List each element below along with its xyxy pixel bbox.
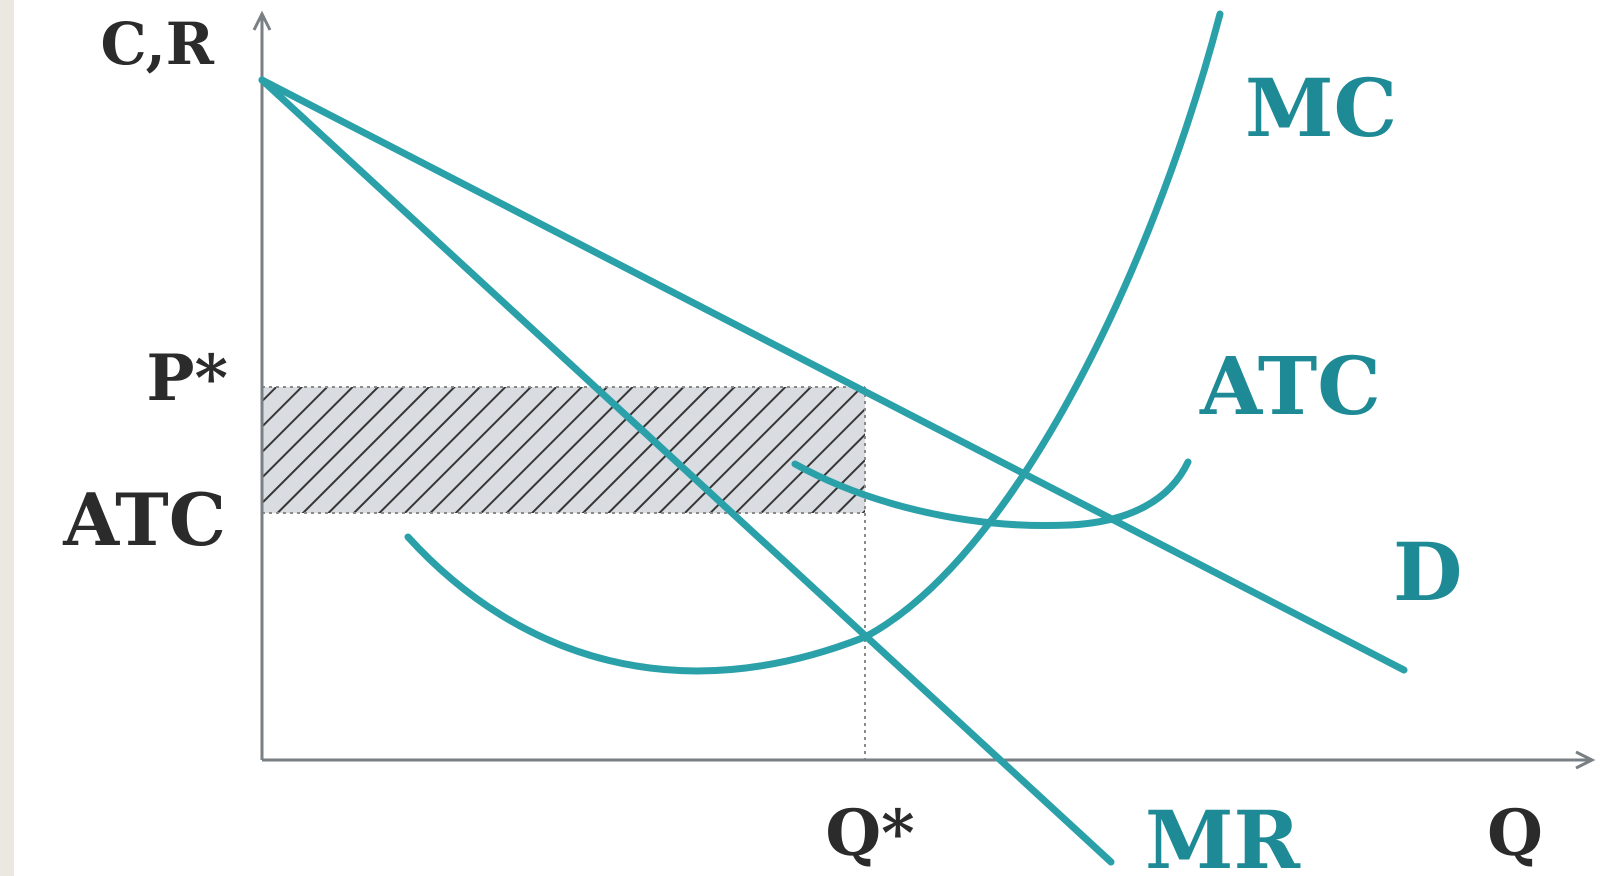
x-axis-label: Q (1487, 796, 1543, 871)
atc-curve (791, 458, 1192, 530)
atc-curve-label: ATC (1199, 339, 1381, 433)
quantity-tick-label: Q* (825, 796, 914, 871)
mc-curve (404, 10, 1224, 675)
profit-area (262, 387, 865, 513)
demand-curve-label: D (1393, 525, 1462, 619)
y-axis-arrow (252, 10, 272, 31)
mc-curve-label: MC (1245, 61, 1397, 155)
demand-curve (258, 76, 1408, 674)
mr-curve (258, 76, 1115, 866)
mr-curve-label: MR (1145, 793, 1301, 876)
atc-tick-label: ATC (62, 477, 226, 562)
x-axis-arrow (1575, 750, 1596, 770)
y-axis-label: C,R (100, 10, 214, 78)
price-tick-label: P* (146, 341, 228, 416)
